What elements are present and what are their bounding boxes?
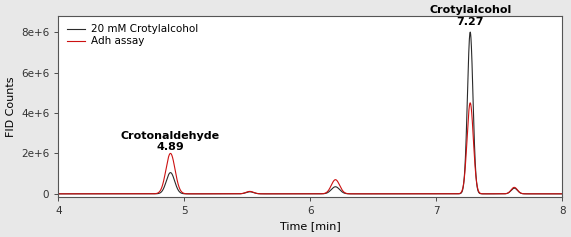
20 mM Crotylalcohol <box>455 192 462 195</box>
Adh assay <box>467 101 473 104</box>
X-axis label: Time [min]: Time [min] <box>280 221 341 232</box>
Adh assay <box>81 192 87 195</box>
Adh assay <box>55 192 62 195</box>
Y-axis label: FID Counts: FID Counts <box>6 76 15 137</box>
Text: Crotylalcohol
7.27: Crotylalcohol 7.27 <box>429 5 511 27</box>
Adh assay <box>428 192 435 195</box>
Adh assay <box>455 192 462 195</box>
Legend: 20 mM Crotylalcohol, Adh assay: 20 mM Crotylalcohol, Adh assay <box>63 21 201 50</box>
20 mM Crotylalcohol <box>558 192 565 195</box>
Text: Crotonaldehyde
4.89: Crotonaldehyde 4.89 <box>121 131 220 152</box>
20 mM Crotylalcohol <box>55 192 62 195</box>
20 mM Crotylalcohol <box>375 192 382 195</box>
Line: Adh assay: Adh assay <box>58 103 562 194</box>
20 mM Crotylalcohol <box>428 192 435 195</box>
Adh assay <box>238 192 244 195</box>
Adh assay <box>353 192 360 195</box>
20 mM Crotylalcohol <box>238 192 244 195</box>
20 mM Crotylalcohol <box>353 192 360 195</box>
20 mM Crotylalcohol <box>81 192 87 195</box>
Adh assay <box>375 192 382 195</box>
20 mM Crotylalcohol <box>467 31 473 34</box>
Line: 20 mM Crotylalcohol: 20 mM Crotylalcohol <box>58 32 562 194</box>
Adh assay <box>558 192 565 195</box>
